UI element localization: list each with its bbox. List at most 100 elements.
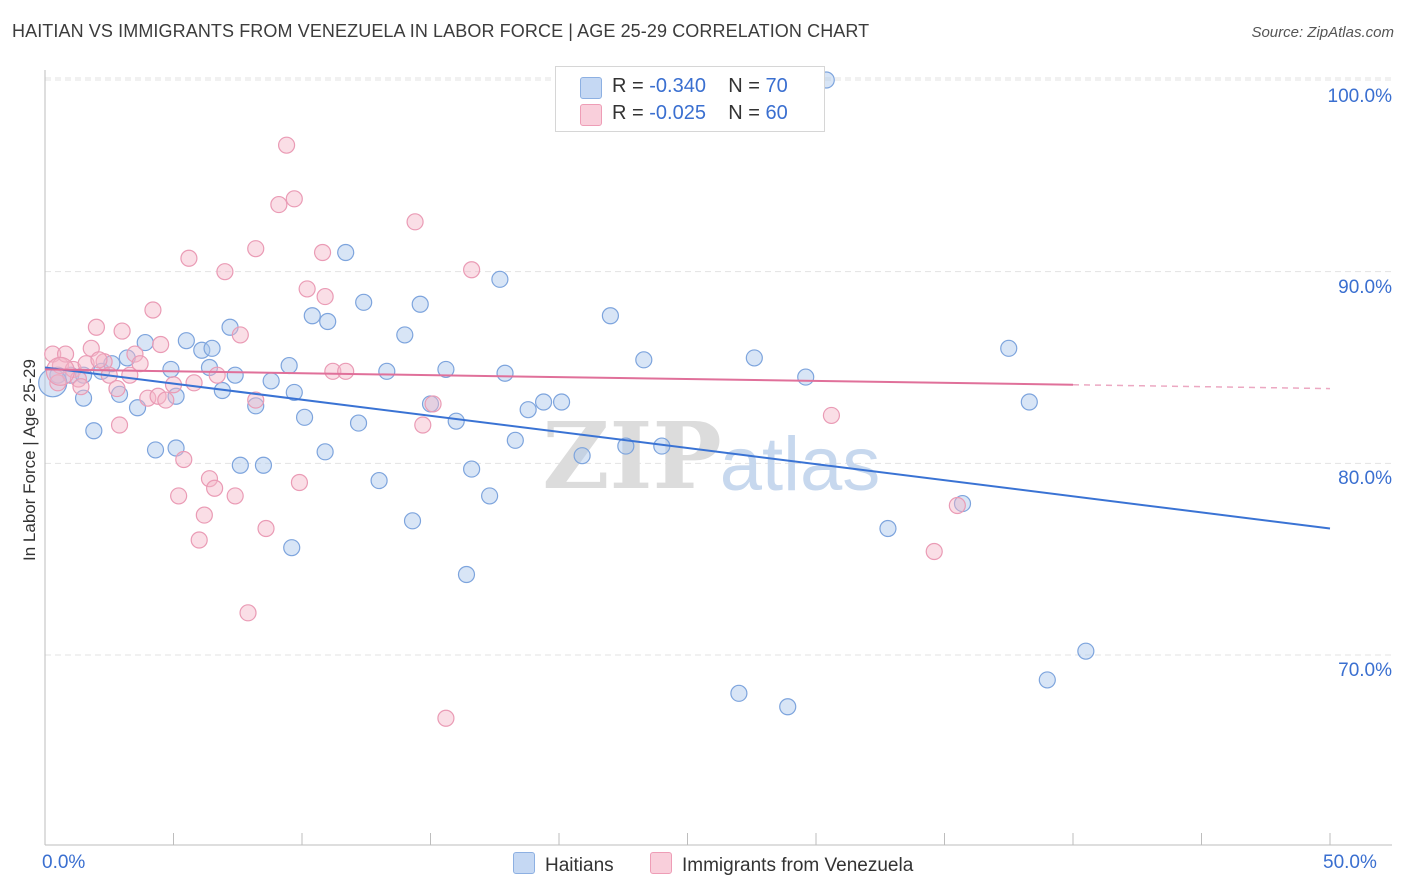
trend-line-haitians: [44, 366, 1331, 530]
data-point: [403, 512, 422, 530]
data-point: [1038, 671, 1056, 689]
watermark: ZIP atlas: [542, 402, 880, 510]
stats-legend: R = -0.340 N = 70 R = -0.025 N = 60: [555, 66, 825, 132]
data-point: [262, 372, 280, 390]
data-point: [463, 460, 481, 478]
legend-r-value: -0.340: [649, 75, 706, 97]
data-point: [370, 471, 388, 490]
data-point: [437, 709, 455, 727]
data-point: [195, 506, 213, 524]
data-point: [146, 441, 165, 459]
data-point: [175, 450, 193, 469]
data-point: [406, 213, 424, 231]
data-point: [131, 355, 149, 373]
legend-swatch-haitians: [580, 77, 602, 99]
data-point: [337, 362, 355, 380]
data-point: [1020, 393, 1038, 411]
series-haitians: [38, 71, 1095, 716]
data-point: [925, 542, 943, 561]
data-point: [203, 339, 221, 357]
data-point: [552, 393, 571, 411]
data-point: [72, 378, 90, 396]
watermark-atlas: atlas: [720, 422, 881, 507]
data-point: [85, 422, 103, 440]
data-point: [157, 391, 175, 409]
data-point: [534, 393, 553, 411]
data-point: [90, 351, 108, 369]
data-point: [170, 487, 188, 505]
legend-r-label: R =: [612, 102, 650, 124]
series-venezuela: [44, 71, 966, 727]
legend-n-value: 70: [765, 75, 788, 97]
data-point: [313, 243, 332, 262]
data-point: [257, 519, 275, 538]
data-point: [355, 293, 373, 311]
data-point: [601, 307, 620, 325]
data-point: [216, 263, 234, 281]
y-axis-label: In Labor Force | Age 25-29: [20, 359, 39, 561]
data-point: [110, 416, 129, 434]
data-point: [298, 280, 316, 298]
bottom-legend-label: Immigrants from Venezuela: [682, 855, 914, 876]
data-point: [149, 387, 167, 405]
trend-lines: [44, 366, 1331, 530]
data-point: [270, 195, 288, 214]
data-point: [496, 364, 514, 382]
data-point: [1000, 339, 1018, 357]
data-point: [337, 243, 355, 262]
source-label: Source: ZipAtlas.com: [1251, 24, 1394, 41]
data-point: [231, 456, 249, 474]
data-point: [144, 301, 162, 319]
data-point: [283, 539, 301, 557]
data-point: [745, 349, 763, 367]
data-point: [797, 368, 815, 386]
data-point: [617, 437, 635, 455]
trend-line-venezuela-extension: [1072, 384, 1331, 390]
legend-swatch-venezuela: [580, 104, 602, 126]
data-point: [378, 362, 396, 380]
legend-r-value: -0.025: [649, 102, 706, 124]
data-point: [396, 326, 414, 344]
data-point: [152, 335, 170, 354]
x-tick-label-max: 50.0%: [1323, 852, 1377, 873]
data-point: [247, 397, 265, 415]
data-point: [208, 366, 226, 384]
data-point: [56, 345, 75, 363]
data-point: [285, 190, 303, 208]
data-point: [277, 136, 296, 154]
axes: [44, 70, 1392, 846]
data-point: [948, 496, 966, 515]
y-tick-label: 70.0%: [1338, 660, 1392, 681]
data-point: [437, 360, 455, 379]
data-point: [226, 487, 244, 505]
data-point: [280, 356, 298, 375]
data-point: [113, 322, 131, 340]
data-point: [139, 389, 157, 407]
data-point: [730, 684, 748, 702]
trend-line-venezuela: [44, 368, 1074, 386]
data-point: [87, 318, 106, 336]
y-tick-label: 100.0%: [1327, 86, 1392, 107]
data-point: [519, 401, 537, 419]
data-point: [303, 307, 321, 325]
bottom-legend-label: Haitians: [545, 855, 614, 876]
data-point: [180, 249, 198, 267]
data-point: [779, 698, 797, 716]
data-point: [177, 332, 195, 350]
data-point: [190, 531, 208, 549]
data-point: [414, 416, 432, 434]
data-point: [879, 519, 897, 538]
data-point: [316, 287, 334, 306]
legend-n-label: N =: [728, 102, 766, 124]
data-point: [226, 366, 244, 384]
data-point: [457, 565, 476, 584]
data-point: [1077, 642, 1095, 660]
bottom-legend-swatch-venezuela: [650, 852, 672, 874]
data-point: [635, 351, 653, 369]
y-tick-label: 90.0%: [1338, 277, 1392, 298]
data-point: [206, 479, 224, 497]
legend-n-label: N =: [728, 75, 766, 97]
data-points: [38, 71, 1095, 727]
data-point: [573, 447, 591, 465]
data-point: [319, 312, 337, 331]
